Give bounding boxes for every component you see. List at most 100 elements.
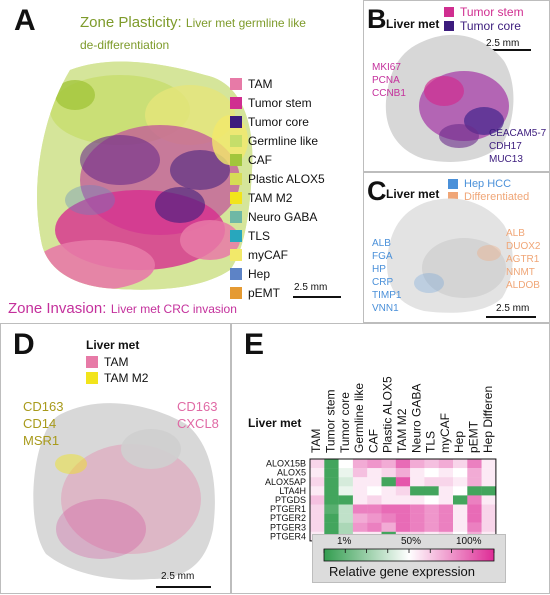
gene-label: CDH17 [489,141,522,152]
heatmap-cell [310,495,325,505]
panel-b-title: Liver met [386,17,440,31]
panel-b-letter: B [367,4,387,34]
heatmap-row-label: PTGER3 [270,522,306,532]
heatmap-cell [481,522,497,532]
heatmap-cell [352,504,368,514]
panel-a: A Zone Plasticity: Liver met germline li… [0,0,363,322]
heatmap-cell [424,468,439,478]
panel-a-title-tail: Liver met germline like [185,16,306,30]
legend-label: CAF [248,152,272,167]
heatmap-row-label: ALOX5 [277,468,306,478]
heatmap-cell [367,495,382,505]
legend-item-plastic-alox5: Plastic ALOX5 [230,169,325,188]
heatmap-cell [410,459,425,469]
heatmap-cell [338,495,354,505]
panel-a-title-strong: Zone Plasticity: [80,14,182,31]
panel-a-subtitle: de-differentiation [80,38,170,52]
heatmap-col-label: Hep [452,431,466,453]
heatmap-cell [424,522,439,532]
heatmap-col-label: TAM M2 [395,408,409,453]
panel-b-genes-right: CEACAM5-7 CDH17 MUC13 [489,127,546,166]
legend-item-pemt: pEMT [230,283,325,302]
heatmap-cell [467,495,482,505]
heatmap-cell [367,513,382,523]
panel-c-genes-left: ALB FGA HP CRP TIMP1 VNN1 [372,237,401,315]
legend-item-germline-like: Germline like [230,131,325,150]
heatmap-cell [453,522,468,532]
legend-label: Neuro GABA [248,209,318,224]
legend-swatch [230,77,242,90]
heatmap-cell [395,495,411,505]
heatmap-cell [438,522,454,532]
panel-e: E Liver met TAM Tumor stem Tumor core Germl… [231,323,550,594]
legend-item-mycaf: myCAF [230,245,325,264]
gene-label: PCNA [372,75,400,86]
legend-label: Tumor core [460,19,521,33]
legend-item-tam: TAM [230,74,325,93]
heatmap-cell [338,477,354,487]
heatmap-row-label: PTGER2 [270,513,306,523]
legend-item-tumor-stem: Tumor stem [230,93,325,112]
panel-a-bottom-tail: Liver met CRC invasion [110,302,237,316]
panel-e-letter: E [244,328,265,361]
legend-swatch [448,178,458,189]
gene-label: MUC13 [489,154,523,165]
heatmap-cell [424,486,439,496]
legend-swatch [86,356,98,368]
heatmap-cell [438,468,454,478]
heatmap-cell [453,495,468,505]
panel-d-legend: TAM TAM M2 [86,354,148,386]
heatmap-cell [381,486,396,496]
legend-label: TLS [248,228,271,243]
heatmap-cell [438,486,454,496]
heatmap-cell [338,468,354,478]
heatmap-col-label: Neuro GABA [409,384,423,453]
heatmap-col-label: myCAF [438,413,452,453]
heatmap-cell [395,504,411,514]
legend-item-tumor-core: Tumor core [230,112,325,131]
heatmap-cell [410,486,425,496]
heatmap-row-label: PTGER4 [270,531,306,541]
panel-b-genes-left: MKI67 PCNA CCNB1 [372,61,406,100]
legend-item-tls: TLS [230,226,325,245]
heatmap-row-label: PTGER1 [270,504,306,514]
heatmap-cell [424,513,439,523]
panel-b-tissue [385,34,531,162]
heatmap-cell [352,495,368,505]
legend-label: Plastic ALOX5 [248,171,325,186]
heatmap-cell [467,459,482,469]
gene-label: TIMP1 [372,290,402,301]
heatmap-cell [481,486,497,496]
panel-c-tissue [386,198,536,318]
panel-a-legend: TAM Tumor stem Tumor core Germline like … [230,74,325,302]
heatmap-cell [438,495,454,505]
panel-c-letter: C [367,176,387,206]
heatmap-cell [424,477,439,487]
legend-label: Differentiated [464,190,530,203]
heatmap-cell [395,486,411,496]
panel-b-scale-label: 2.5 mm [486,38,520,49]
legend-swatch [230,248,242,261]
heatmap-cell [310,522,325,532]
legend-item-differentiated: Differentiated [448,190,529,203]
gene-label: MSR1 [23,433,60,448]
panel-d-scale-bar [156,586,211,588]
panel-a-bottom-strong: Zone Invasion: [8,300,107,317]
gene-label: ALB [372,238,391,249]
gene-label: DUOX2 [506,241,541,252]
heatmap-cell [395,477,411,487]
heatmap-cell [467,513,482,523]
heatmap-cell [453,504,468,514]
heatmap-cell [467,468,482,478]
gene-label: CD14 [23,416,57,431]
heatmap-cell [481,468,497,478]
heatmap-cell [310,477,325,487]
heatmap-cell [410,495,425,505]
legend-label: TAM M2 [248,190,293,205]
heatmap-cell [410,504,425,514]
legend-swatch [230,96,242,109]
panel-d-title: Liver met [86,338,140,352]
legend-label: TAM M2 [104,371,149,385]
panel-a-tissue [37,61,341,298]
legend-label: Hep [248,266,271,281]
